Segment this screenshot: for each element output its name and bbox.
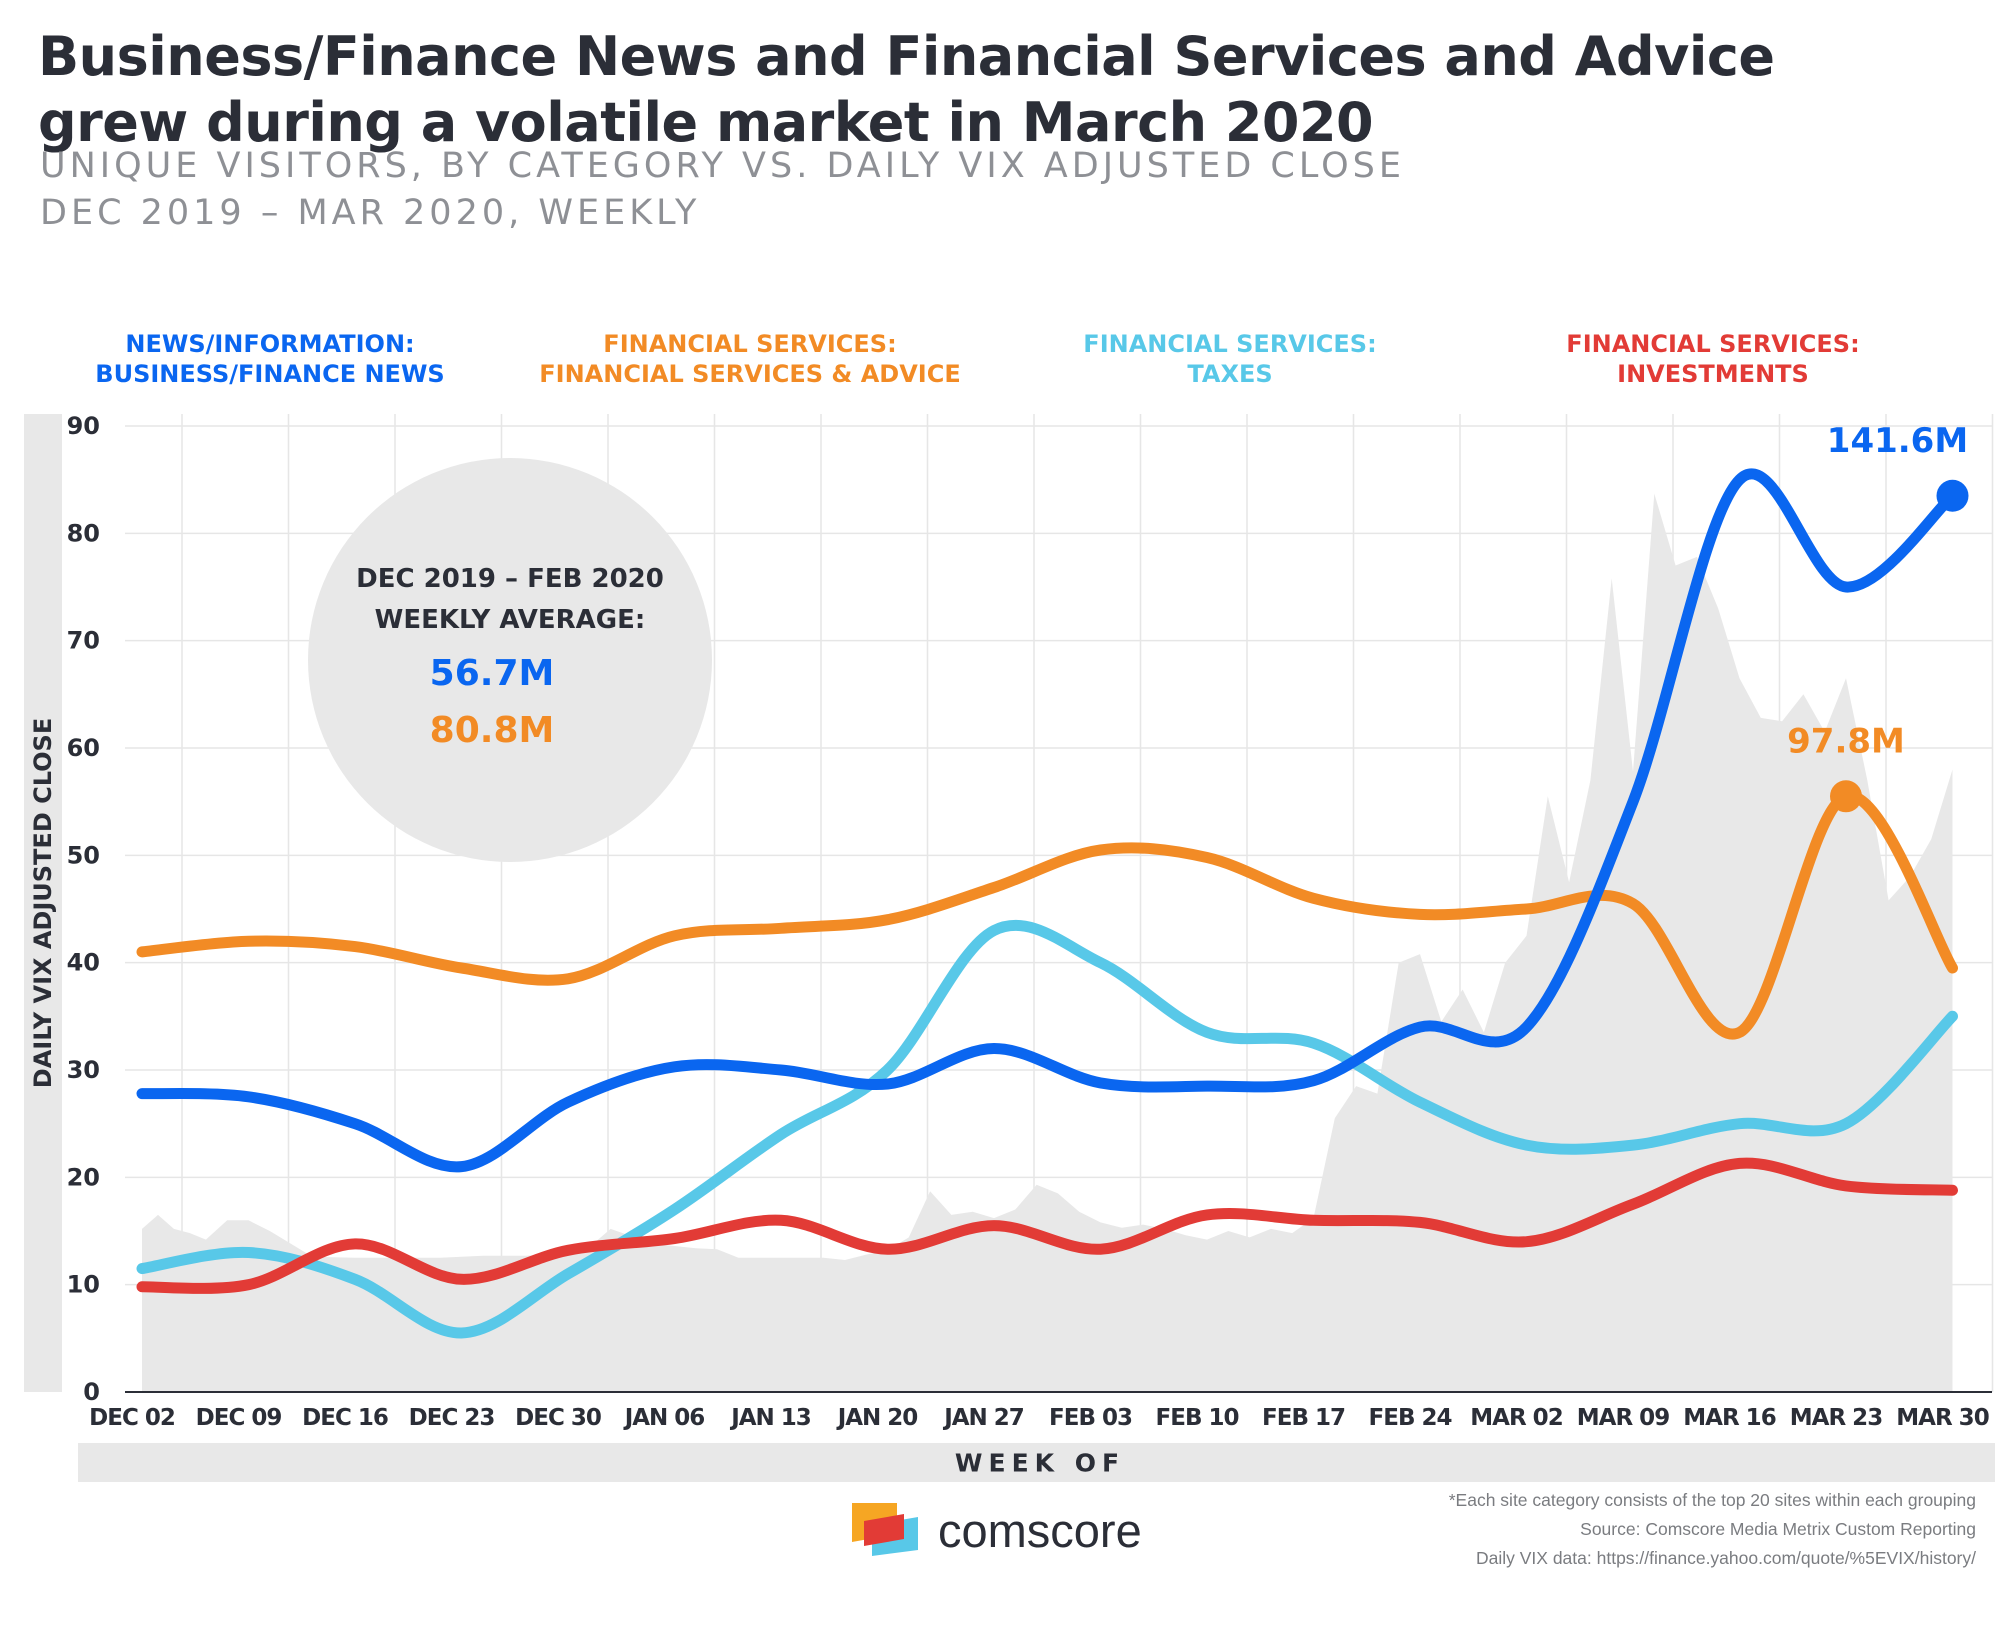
legend-entry: FINANCIAL SERVICES & ADVICE xyxy=(539,360,960,388)
legend-entry: INVESTMENTS xyxy=(1617,360,1809,388)
legend: NEWS/INFORMATION:BUSINESS/FINANCE NEWS FI… xyxy=(95,330,1859,388)
x-tick-label: FEB 24 xyxy=(1369,1405,1452,1431)
x-tick-label: JAN 13 xyxy=(729,1405,811,1431)
legend-entry: FINANCIAL SERVICES: xyxy=(1566,330,1859,358)
y-tick-label: 30 xyxy=(67,1056,100,1084)
vix-area-fill xyxy=(142,493,1953,1393)
legend-entry: NEWS/INFORMATION: xyxy=(125,330,414,358)
callout-value-news: 56.7M xyxy=(430,653,555,694)
weekly-average-callout: DEC 2019 – FEB 2020 WEEKLY AVERAGE: 56.7… xyxy=(308,458,712,862)
series-end-label: 97.8M xyxy=(1787,721,1905,761)
chart-subtitle: UNIQUE VISITORS, BY CATEGORY VS. DAILY V… xyxy=(40,146,1405,186)
x-tick-label: FEB 17 xyxy=(1262,1405,1345,1431)
x-axis-band xyxy=(78,1443,1995,1482)
y-tick-label: 20 xyxy=(67,1163,100,1191)
chart-subtitle-range: DEC 2019 – MAR 2020, WEEKLY xyxy=(40,193,701,233)
comscore-logo: comscore xyxy=(852,1503,1142,1557)
footnote-methodology: *Each site category consists of the top … xyxy=(1448,1490,1976,1510)
legend-entry: TAXES xyxy=(1187,360,1272,388)
callout-subheading: WEEKLY AVERAGE: xyxy=(375,605,646,635)
x-axis-label: WEEK OF xyxy=(955,1449,1125,1478)
x-tick-label: MAR 02 xyxy=(1470,1405,1562,1431)
series-line xyxy=(136,790,1958,1040)
series-line xyxy=(136,468,1958,1173)
series-line xyxy=(136,1157,1958,1294)
x-tick-label: DEC 30 xyxy=(515,1405,601,1431)
series-end-labels: 97.8M 141.6M xyxy=(1787,421,1969,813)
series-lines xyxy=(136,468,1958,1339)
y-tick-label: 50 xyxy=(67,841,100,869)
x-tick-label: MAR 23 xyxy=(1790,1405,1882,1431)
y-tick-label: 80 xyxy=(67,519,100,547)
y-tick-label: 40 xyxy=(67,949,100,977)
x-tick-label: MAR 09 xyxy=(1577,1405,1669,1431)
y-axis-band xyxy=(24,414,62,1392)
x-tick-label: JAN 27 xyxy=(942,1405,1024,1431)
x-tick-label: JAN 06 xyxy=(623,1405,705,1431)
y-tick-label: 60 xyxy=(67,734,100,762)
comscore-mark-icon xyxy=(852,1503,918,1556)
callout-heading: DEC 2019 – FEB 2020 xyxy=(356,564,664,594)
footnote-source: Source: Comscore Media Metrix Custom Rep… xyxy=(1580,1519,1976,1539)
series-end-marker xyxy=(1830,780,1862,813)
x-tick-label: JAN 20 xyxy=(836,1405,918,1431)
x-tick-label: DEC 09 xyxy=(196,1405,282,1431)
x-tick-label: DEC 23 xyxy=(409,1405,495,1431)
x-tick-label: DEC 16 xyxy=(302,1405,388,1431)
series-end-label: 141.6M xyxy=(1827,421,1968,461)
callout-value-advice: 80.8M xyxy=(430,710,555,751)
legend-entry: FINANCIAL SERVICES: xyxy=(1083,330,1376,358)
y-tick-label: 90 xyxy=(67,412,100,440)
footnote-vix-source: Daily VIX data: https://finance.yahoo.co… xyxy=(1476,1548,1976,1568)
legend-entry: BUSINESS/FINANCE NEWS xyxy=(95,360,444,388)
y-tick-labels: 0 10 20 30 40 50 60 70 80 90 xyxy=(67,412,100,1406)
x-tick-label: MAR 16 xyxy=(1683,1405,1775,1431)
vix-area xyxy=(142,493,1953,1393)
y-tick-label: 0 xyxy=(83,1378,100,1406)
x-tick-label: FEB 10 xyxy=(1156,1405,1239,1431)
y-axis-label: DAILY VIX ADJUSTED CLOSE xyxy=(29,718,57,1088)
callout-circle xyxy=(308,458,712,862)
x-tick-label: FEB 03 xyxy=(1049,1405,1132,1431)
chart-title: Business/Finance News and Financial Serv… xyxy=(38,25,1775,154)
series-line xyxy=(136,919,1958,1339)
x-tick-label: DEC 02 xyxy=(89,1405,175,1431)
comscore-wordmark: comscore xyxy=(938,1504,1142,1557)
y-tick-label: 70 xyxy=(67,627,100,655)
x-tick-labels: DEC 02 DEC 09 DEC 16 DEC 23 DEC 30 JAN 06 JAN … xyxy=(89,1405,1990,1431)
series-end-marker xyxy=(1936,479,1969,512)
footnotes: *Each site category consists of the top … xyxy=(1449,1486,1976,1573)
legend-entry: FINANCIAL SERVICES: xyxy=(603,330,896,358)
x-tick-label: MAR 30 xyxy=(1896,1405,1988,1431)
y-tick-label: 10 xyxy=(67,1271,100,1299)
